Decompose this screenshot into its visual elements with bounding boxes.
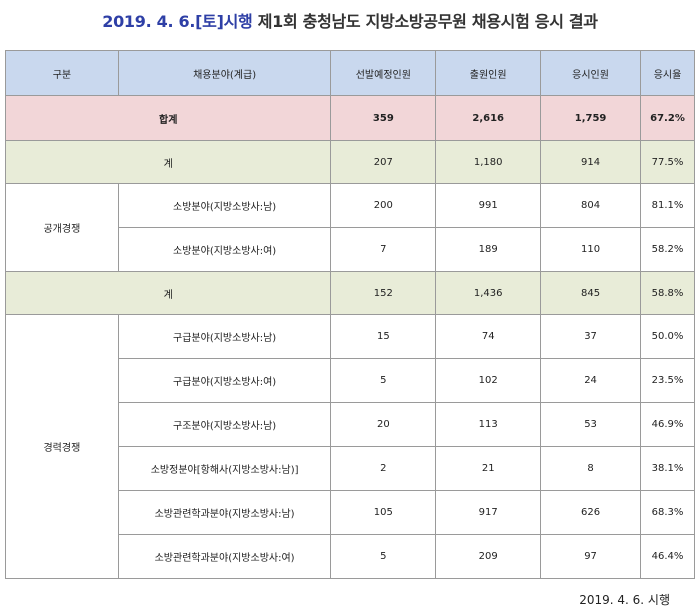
open-subtotal-rate: 77.5% [640,140,695,184]
career-subtotal-row: 계 152 1,436 845 58.8% [4,271,695,315]
row-field: 소방분야(지방소방사:남) [117,183,332,228]
row-applied: 991 [435,183,542,228]
row-applied: 74 [435,314,542,359]
table-header-row: 구분 채용분야(계급) 선발예정인원 출원인원 응시인원 응시율 [5,50,695,96]
title-date: 2019. 4. 6.[토]시행 [102,12,253,31]
row-selected: 200 [330,183,437,228]
header-attended: 응시인원 [540,50,641,96]
row-rate: 46.9% [640,402,695,447]
row-attended: 804 [540,183,641,228]
open-subtotal-attended: 914 [540,140,641,184]
career-group-label: 경력경쟁 [5,314,119,579]
row-selected: 5 [330,358,437,403]
total-row: 합계 359 2,616 1,759 67.2% [4,95,695,141]
header-rate: 응시율 [640,50,695,96]
open-group-label: 공개경쟁 [5,183,119,272]
career-subtotal-applied: 1,436 [435,271,542,315]
title-text: 제1회 충청남도 지방소방공무원 채용시험 응시 결과 [257,12,598,31]
open-subtotal-label: 계 [4,140,332,184]
total-selected: 359 [330,95,437,141]
row-rate: 23.5% [640,358,695,403]
header-field: 채용분야(계급) [117,50,332,96]
row-applied: 209 [435,534,542,579]
row-attended: 110 [540,227,641,272]
table-row: 소방정분야[항해사(지방소방사:남)] 2 21 8 38.1% [6,446,695,491]
row-applied: 917 [435,490,542,535]
career-subtotal-selected: 152 [330,271,437,315]
career-subtotal-label: 계 [4,271,332,315]
row-selected: 20 [330,402,437,447]
career-subtotal-rate: 58.8% [640,271,695,315]
row-field: 소방관련학과분야(지방소방사:여) [117,534,332,579]
total-rate: 67.2% [640,95,695,141]
row-field: 구급분야(지방소방사:남) [117,314,332,359]
table-row: 소방관련학과분야(지방소방사:남) 105 917 626 68.3% [6,490,695,535]
career-subtotal-attended: 845 [540,271,641,315]
page-title: 2019. 4. 6.[토]시행 제1회 충청남도 지방소방공무원 채용시험 응… [0,8,700,32]
table-row: 공개경쟁 소방분야(지방소방사:남) 200 991 804 81.1% [5,183,695,272]
row-applied: 113 [435,402,542,447]
results-table: 구분 채용분야(계급) 선발예정인원 출원인원 응시인원 응시율 합계 359 … [4,50,695,579]
table-row: 구급분야(지방소방사:여) 5 102 24 23.5% [6,358,695,403]
row-selected: 5 [330,534,437,579]
total-applied: 2,616 [435,95,542,141]
row-field: 소방정분야[항해사(지방소방사:남)] [117,446,332,491]
row-attended: 626 [540,490,641,535]
open-subtotal-applied: 1,180 [435,140,542,184]
row-selected: 2 [330,446,437,491]
header-selected: 선발예정인원 [330,50,437,96]
row-field: 소방관련학과분야(지방소방사:남) [117,490,332,535]
row-rate: 46.4% [640,534,695,579]
row-attended: 53 [540,402,641,447]
table-row: 구조분야(지방소방사:남) 20 113 53 46.9% [6,402,695,447]
footer-date: 2019. 4. 6. 시행 [579,593,670,607]
open-subtotal-row: 계 207 1,180 914 77.5% [4,140,695,184]
row-rate: 50.0% [640,314,695,359]
total-label: 합계 [4,95,332,141]
row-selected: 7 [330,227,437,272]
table-row: 경력경쟁 구급분야(지방소방사:남) 15 74 37 50.0% [5,314,695,579]
total-attended: 1,759 [540,95,641,141]
row-selected: 105 [330,490,437,535]
table-row: 소방관련학과분야(지방소방사:여) 5 209 97 46.4% [6,534,695,579]
row-applied: 102 [435,358,542,403]
row-field: 구급분야(지방소방사:여) [117,358,332,403]
row-applied: 21 [435,446,542,491]
row-attended: 97 [540,534,641,579]
row-selected: 15 [330,314,437,359]
row-field: 소방분야(지방소방사:여) [117,227,332,272]
header-category: 구분 [5,50,119,96]
table-row: 소방분야(지방소방사:여) 7 189 110 58.2% [6,227,695,272]
row-rate: 68.3% [640,490,695,535]
row-applied: 189 [435,227,542,272]
row-attended: 8 [540,446,641,491]
header-applied: 출원인원 [435,50,542,96]
row-rate: 38.1% [640,446,695,491]
open-subtotal-selected: 207 [330,140,437,184]
row-rate: 58.2% [640,227,695,272]
row-attended: 37 [540,314,641,359]
row-attended: 24 [540,358,641,403]
row-rate: 81.1% [640,183,695,228]
row-field: 구조분야(지방소방사:남) [117,402,332,447]
